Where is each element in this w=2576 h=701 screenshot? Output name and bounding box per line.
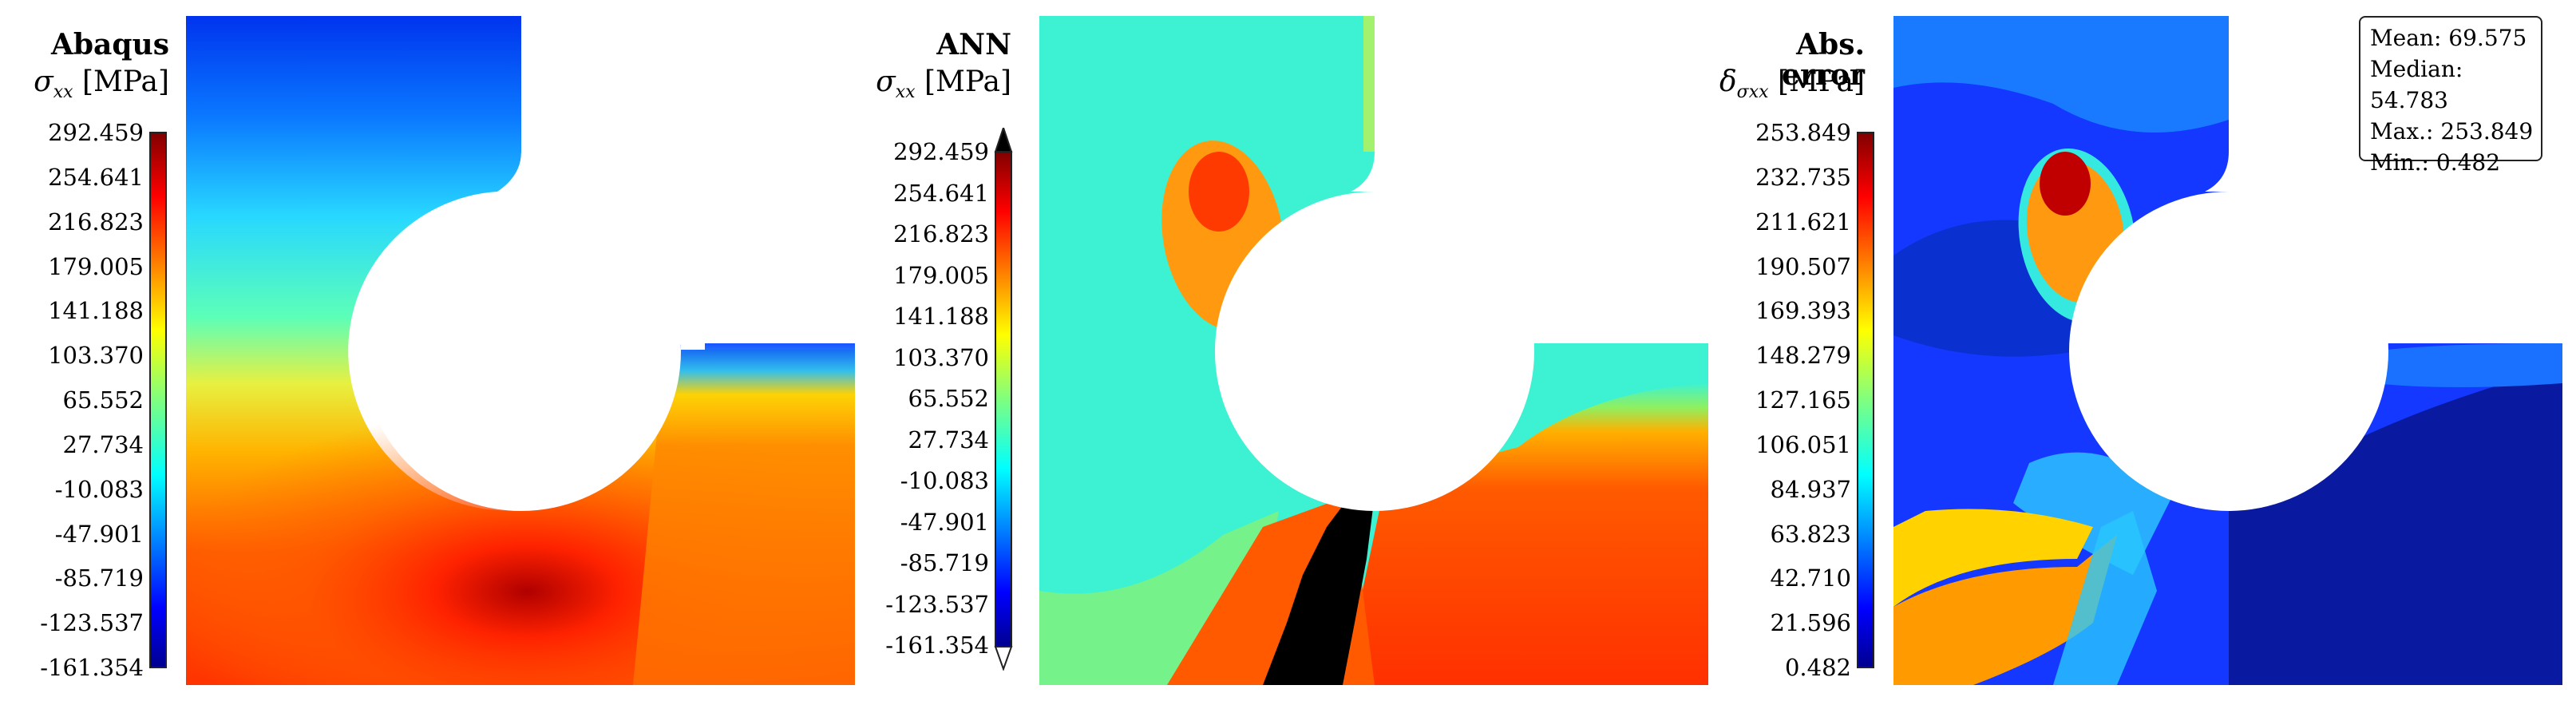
colorbar-tick-label: -123.537 [40, 609, 144, 637]
colorbar-tick-label: 292.459 [48, 119, 144, 146]
colorbar-tick-label: 216.823 [893, 220, 989, 248]
colorbar-tick-label: 27.734 [62, 430, 144, 458]
colorbar-tick-label: 216.823 [48, 208, 144, 236]
stat-max: Max.: 253.849 [2370, 118, 2534, 145]
stat-mean: Mean: 69.575 [2370, 25, 2527, 51]
colorbar-tick-label: 141.188 [893, 303, 989, 330]
panel-title: ANN [936, 28, 1011, 61]
plot-abaqus [186, 16, 855, 685]
colorbar-tick-label: 103.370 [893, 343, 989, 371]
panel-abaqus: Abaqus σxx [MPa] 292.459 254.641 216.823 17… [0, 0, 858, 701]
colorbar-tick-label: -161.354 [885, 632, 989, 659]
colorbar-tick-label: 254.641 [893, 179, 989, 207]
colorbar [1857, 132, 1874, 668]
colorbar [149, 132, 167, 668]
colorbar-tick-label: 190.507 [1755, 252, 1851, 280]
colorbar-tick-label: 21.596 [1770, 609, 1851, 637]
colorbar-label: δσxx [MPa] [1719, 65, 1865, 103]
colorbar-tick-label: 148.279 [1755, 342, 1851, 370]
colorbar-tick-label: 63.823 [1770, 520, 1851, 548]
plot-ann [1039, 16, 1708, 685]
colorbar-tick-label: -85.719 [54, 564, 144, 592]
colorbar-tick-label: 65.552 [908, 385, 989, 412]
colorbar-tick-label: 27.734 [908, 426, 989, 453]
colorbar-tick-label: -47.901 [54, 520, 144, 548]
panel-title: Abs. error [1782, 28, 1865, 92]
statistics-box: Mean: 69.575 Median: 54.783 Max.: 253.84… [2359, 16, 2542, 176]
colorbar-tick-label: 254.641 [48, 163, 144, 191]
colorbar-tick-label: 127.165 [1755, 386, 1851, 414]
colorbar-tick-label: 179.005 [48, 252, 144, 280]
colorbar-tick-label: -85.719 [900, 549, 989, 576]
colorbar-tick-label: 106.051 [1755, 430, 1851, 458]
colorbar-tick-label: -10.083 [900, 467, 989, 494]
colorbar-label: σxx [MPa] [34, 65, 169, 103]
colorbar-tick-label: 169.393 [1755, 297, 1851, 325]
colorbar-tick-label: 141.188 [48, 297, 144, 325]
colorbar-tick-label: 292.459 [893, 138, 989, 165]
colorbar-label: σxx [MPa] [876, 65, 1011, 103]
colorbar [994, 128, 1013, 671]
colorbar-tick-label: 179.005 [893, 261, 989, 289]
colorbar-tick-label: -161.354 [40, 654, 144, 681]
stat-min: Min.: 0.482 [2370, 149, 2501, 176]
colorbar-tick-label: 42.710 [1770, 564, 1851, 592]
colorbar-tick-label: 0.482 [1784, 654, 1851, 681]
colorbar-tick-label: -10.083 [54, 475, 144, 503]
colorbar-tick-label: 84.937 [1770, 475, 1851, 503]
colorbar-tick-label: 103.370 [48, 342, 144, 370]
stat-median: Median: 54.783 [2370, 56, 2463, 113]
colorbar-tick-label: 65.552 [62, 386, 144, 414]
panel-title: Abaqus [50, 28, 169, 61]
colorbar-tick-label: 211.621 [1755, 208, 1851, 236]
colorbar-tick-label: 232.735 [1755, 163, 1851, 191]
colorbar-tick-label: -123.537 [885, 590, 989, 618]
colorbar-tick-label: 253.849 [1755, 119, 1851, 146]
panel-ann: ANN σxx [MPa] 292.459 254.641 216.823 179.0… [858, 0, 1716, 701]
colorbar-tick-label: -47.901 [900, 508, 989, 536]
